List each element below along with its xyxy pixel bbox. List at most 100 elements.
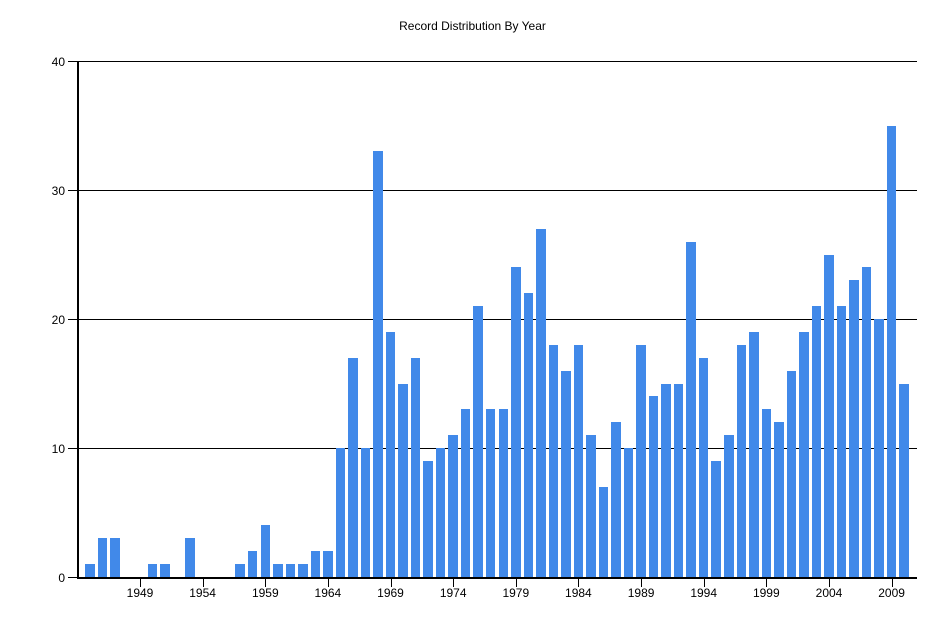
bar-1999 [761,409,772,577]
bar-1959 [260,525,271,577]
y-tick-label-30: 30 [51,183,65,198]
bar-1953 [185,538,195,577]
bar-1970 [398,383,408,577]
bar-1980 [523,293,534,577]
bar-1991 [661,383,671,577]
y-tick-10 [68,448,77,449]
x-tick-1949 [140,579,141,587]
bar-1950 [147,564,158,577]
bar-1989 [636,344,646,577]
x-tick-label-2009: 2009 [878,586,905,600]
bar-1977 [485,409,496,577]
bar-1982 [548,344,559,577]
x-tick-1954 [202,579,204,587]
gridline-y-10 [77,448,917,449]
bar-1995 [711,460,721,577]
x-tick-label-1964: 1964 [314,586,342,600]
bar-1973 [435,448,446,577]
bar-2007 [861,267,872,577]
y-tick-label-40: 40 [51,54,65,69]
bar-1964 [323,551,333,577]
x-tick-label-1994: 1994 [690,586,718,600]
bar-1993 [686,241,696,577]
bar-2010 [899,383,909,577]
bar-2003 [811,306,822,577]
x-tick-1979 [515,579,517,587]
y-tick-label-10: 10 [51,441,65,456]
bar-1996 [724,435,734,577]
x-tick-label-1949: 1949 [126,586,154,600]
x-tick-1974 [453,579,455,587]
bar-1963 [310,551,321,577]
bar-1945 [85,564,95,577]
bar-1962 [298,564,308,577]
x-tick-1999 [766,579,768,587]
x-tick-label-1959: 1959 [251,586,279,600]
y-tick-30 [68,190,77,191]
bar-2005 [836,306,847,577]
bar-1967 [360,448,371,577]
bar-2006 [849,280,859,577]
bar-1972 [423,460,433,577]
bar-1946 [97,538,108,577]
y-axis-line [77,61,79,579]
bar-2002 [799,331,809,577]
x-tick-1989 [641,579,643,587]
y-tick-0 [68,577,77,578]
y-tick-40 [68,61,77,62]
bar-2004 [824,254,834,577]
x-tick-label-1984: 1984 [565,586,592,600]
x-tick-label-1969: 1969 [377,586,404,600]
bar-1986 [598,486,609,577]
y-tick-20 [68,319,77,320]
bar-1971 [410,357,421,577]
bar-1974 [448,435,458,577]
bar-1979 [511,267,521,577]
bar-1961 [285,564,296,577]
bar-1966 [348,357,358,577]
bar-1965 [335,448,346,577]
bar-1978 [498,409,509,577]
bar-1985 [586,435,596,577]
x-tick-label-1989: 1989 [627,586,655,600]
bar-1976 [473,306,483,577]
gridline-y-30 [77,190,917,191]
gridline-y-20 [77,319,917,320]
bar-1969 [385,331,396,577]
y-tick-label-0: 0 [58,570,65,585]
x-tick-1994 [703,579,705,587]
bar-1947 [110,538,120,577]
y-tick-label-20: 20 [51,312,65,327]
bar-1994 [698,357,709,577]
bar-1981 [536,228,546,577]
bar-2001 [786,370,797,577]
x-tick-1959 [265,579,267,587]
gridline-y-40 [77,61,917,62]
x-tick-label-1974: 1974 [439,586,467,600]
bar-1984 [573,344,584,577]
bar-1983 [561,370,571,577]
bar-2008 [874,319,884,577]
bar-1992 [673,383,684,577]
bar-1951 [160,564,170,577]
x-tick-label-2004: 2004 [815,586,843,600]
bar-1998 [749,331,759,577]
x-tick-label-1979: 1979 [502,586,530,600]
x-tick-label-1954: 1954 [189,586,216,600]
x-tick-1964 [327,579,329,587]
chart-title: Record Distribution By Year [399,19,546,33]
x-tick-label-1999: 1999 [752,586,780,600]
x-tick-1969 [390,579,392,587]
bar-1997 [736,344,747,577]
x-axis-line [77,577,917,579]
x-tick-1984 [578,579,580,587]
x-tick-2009 [891,579,893,587]
bar-2009 [886,125,897,577]
bar-1975 [460,409,471,577]
bar-1987 [611,422,621,577]
bar-2000 [774,422,784,577]
bar-1960 [273,564,283,577]
bar-1988 [623,448,634,577]
bar-1990 [648,396,659,577]
